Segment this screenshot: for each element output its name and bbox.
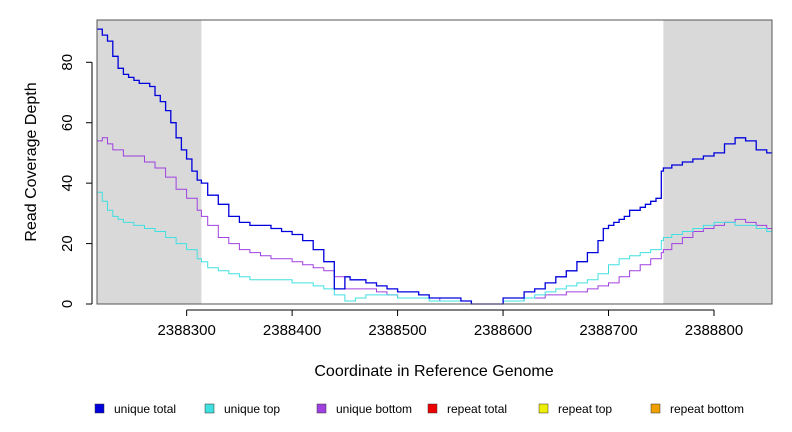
y-tick-label: 80 [59,54,76,71]
legend-label: repeat top [558,402,612,416]
shaded-regions [97,20,772,304]
y-axis: 0 20 40 60 80 [59,54,93,308]
series-line-unique-top [97,191,772,305]
legend-swatch [538,403,549,414]
x-tick-label: 2388700 [579,322,637,339]
x-axis-label: Coordinate in Reference Genome [314,363,553,380]
legend: unique total unique top unique bottom repea… [94,402,744,416]
y-tick-label: 0 [59,300,76,308]
legend-swatch [204,403,215,414]
x-tick-label: 2388400 [263,322,321,339]
legend-label: unique top [224,402,280,416]
legend-label: unique total [114,402,176,416]
legend-swatch [427,403,438,414]
y-axis-label: Read Coverage Depth [23,82,40,241]
series-line-unique-total [97,28,772,305]
legend-swatch [94,403,105,414]
x-axis: 2388300 2388400 2388500 2388600 2388700 23888… [157,309,743,339]
legend-label: repeat bottom [670,402,744,416]
shaded-region [663,20,772,304]
y-tick-label: 20 [59,235,76,252]
x-tick-label: 2388500 [368,322,426,339]
y-tick-label: 60 [59,114,76,131]
legend-swatch [316,403,327,414]
legend-label: unique bottom [336,402,412,416]
legend-label: repeat total [447,402,507,416]
x-tick-label: 2388600 [474,322,532,339]
plot-frame [96,19,773,305]
y-tick-label: 40 [59,175,76,192]
legend-swatch [650,403,661,414]
x-tick-label: 2388300 [157,322,215,339]
x-tick-label: 2388800 [685,322,743,339]
